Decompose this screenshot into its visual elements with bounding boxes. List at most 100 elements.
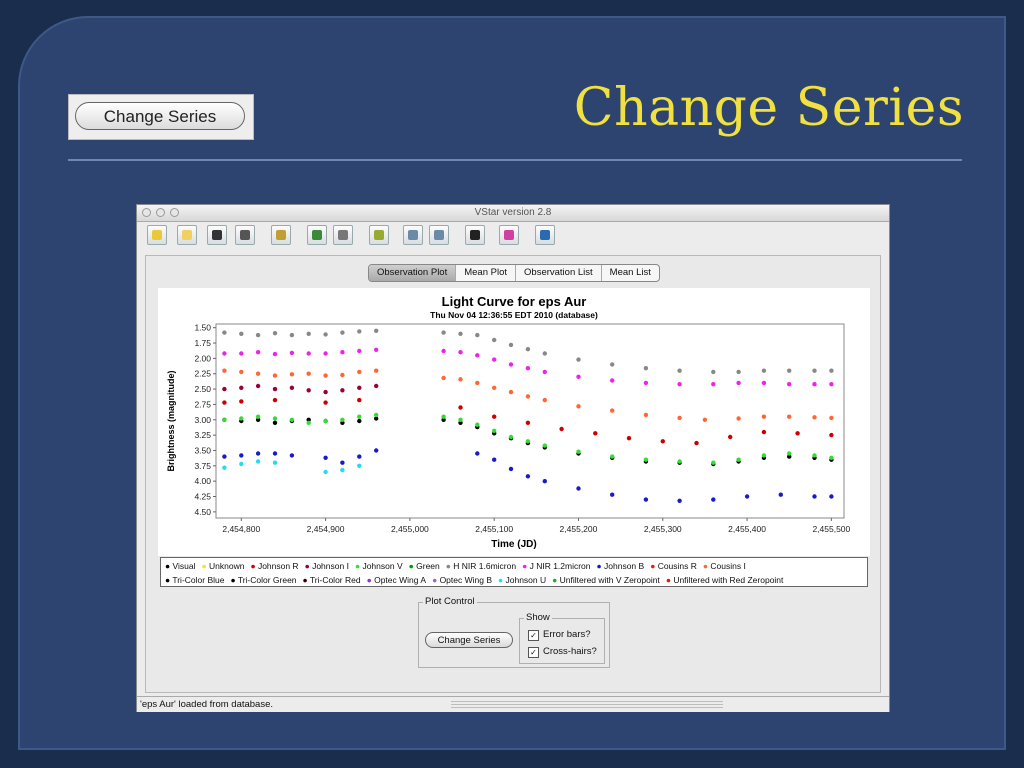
period-search-icon[interactable]: [535, 225, 555, 245]
data-point: [458, 377, 463, 382]
data-point: [702, 417, 708, 422]
legend-marker-icon: ●: [165, 561, 173, 571]
chart-title: Light Curve for eps Aur: [442, 294, 587, 309]
data-point: [239, 351, 244, 356]
zoom-in-icon[interactable]: [403, 225, 423, 245]
tab-mean-plot[interactable]: Mean Plot: [456, 265, 517, 281]
data-point: [222, 330, 227, 335]
model-icon[interactable]: [499, 225, 519, 245]
data-point: [787, 451, 792, 456]
y-tick-label: 3.00: [194, 415, 211, 425]
data-point: [272, 451, 278, 456]
data-point: [593, 431, 598, 436]
data-point: [610, 378, 615, 383]
info-icon[interactable]: [271, 225, 291, 245]
data-point: [323, 389, 328, 395]
legend-item: ● Johnson U: [498, 575, 546, 585]
data-point: [289, 350, 295, 356]
data-point: [255, 417, 261, 422]
data-point: [239, 399, 244, 404]
resize-grip[interactable]: [451, 699, 723, 709]
data-point: [542, 397, 547, 403]
data-point: [812, 453, 817, 458]
data-point: [357, 463, 362, 468]
data-point: [323, 332, 328, 337]
x-tick-label: 2,455,000: [391, 524, 429, 534]
data-point: [340, 388, 345, 393]
data-point: [677, 498, 682, 503]
open-icon[interactable]: [177, 225, 197, 245]
tab-mean-list[interactable]: Mean List: [609, 267, 651, 278]
legend-marker-icon: ●: [702, 561, 711, 571]
window-title: VStar version 2.8: [474, 207, 552, 218]
legend-item: ● Cousins R: [650, 561, 697, 571]
mean-plot-icon[interactable]: [369, 225, 389, 245]
legend-label: Tri-Color Red: [309, 575, 361, 585]
data-point: [289, 372, 295, 377]
data-point: [255, 350, 261, 355]
print-icon[interactable]: [235, 225, 255, 245]
legend-item: ● Unknown: [202, 561, 245, 571]
data-point: [272, 386, 278, 392]
legend-label: Tri-Color Blue: [172, 575, 225, 585]
x-tick-label: 2,455,300: [644, 524, 682, 534]
snapshot-change-series-button: Change Series: [75, 102, 245, 130]
plot-frame: [215, 323, 845, 519]
data-point: [272, 397, 278, 403]
status-text: 'eps Aur' loaded from database.: [140, 699, 274, 710]
legend-label: Johnson U: [505, 575, 547, 585]
data-point: [289, 453, 295, 458]
data-point: [289, 385, 295, 390]
legend-item: ● Tri-Color Blue: [165, 575, 224, 585]
filter-icon[interactable]: [465, 225, 485, 245]
data-point: [711, 382, 716, 387]
legend-item: ● H NIR 1.6micron: [446, 561, 516, 571]
phase-plot-icon[interactable]: [333, 225, 353, 245]
legend-item: ● Cousins I: [703, 561, 746, 571]
light-curve-chart[interactable]: Light Curve for eps Aur Thu Nov 04 12:36…: [158, 288, 870, 556]
cross-hairs-label: Cross-hairs?: [543, 646, 597, 657]
cross-hairs-checkbox[interactable]: ✓ Cross-hairs?: [528, 646, 597, 658]
data-point: [306, 388, 311, 393]
data-point: [374, 412, 379, 418]
data-point: [323, 469, 328, 475]
data-point: [576, 357, 581, 362]
change-series-button-snapshot: Change Series: [68, 94, 254, 140]
legend-marker-icon: ●: [250, 561, 258, 571]
error-bars-checkbox[interactable]: ✓ Error bars?: [528, 629, 591, 641]
legend-item: ● Unfiltered with Red Zeropoint: [666, 575, 784, 585]
tab-observation-plot[interactable]: Observation Plot: [369, 265, 457, 281]
data-point: [728, 434, 733, 440]
data-point: [508, 466, 514, 472]
data-point: [525, 474, 531, 479]
raw-data-icon[interactable]: [307, 225, 327, 245]
data-point: [289, 332, 295, 338]
data-point: [272, 331, 278, 336]
save-icon[interactable]: [207, 225, 227, 245]
zoom-window-icon[interactable]: [170, 208, 179, 217]
data-point: [559, 426, 564, 432]
series-johnson-u: [222, 459, 362, 475]
data-point: [542, 479, 547, 484]
zoom-out-icon[interactable]: [429, 225, 449, 245]
legend-label: Optec Wing A: [374, 575, 427, 585]
data-point: [829, 432, 834, 438]
data-point: [812, 415, 817, 420]
change-series-button[interactable]: Change Series: [425, 632, 513, 648]
data-point: [340, 467, 345, 473]
tab-observation-list[interactable]: Observation List: [516, 265, 602, 281]
show-group: Show ✓ Error bars? ✓ Cross-hairs?: [519, 612, 605, 664]
data-point: [576, 404, 581, 409]
data-point: [711, 369, 716, 375]
data-point: [778, 492, 783, 497]
minimize-window-icon[interactable]: [156, 208, 165, 217]
data-point: [306, 331, 311, 336]
close-window-icon[interactable]: [142, 208, 151, 217]
data-point: [357, 414, 362, 419]
data-point: [255, 459, 261, 464]
data-point: [643, 366, 649, 371]
new-star-icon[interactable]: [147, 225, 167, 245]
data-point: [677, 459, 682, 464]
y-tick-label: 4.50: [194, 507, 211, 517]
chart-subtitle: Thu Nov 04 12:36:55 EDT 2010 (database): [430, 310, 598, 320]
